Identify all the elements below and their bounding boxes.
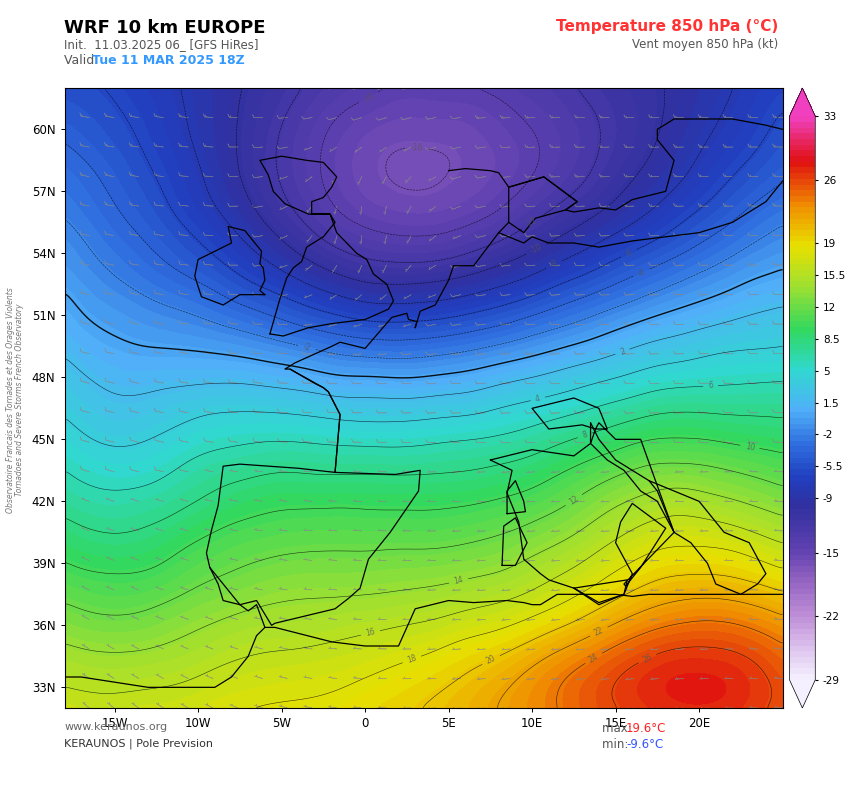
- Text: 20: 20: [485, 654, 497, 666]
- Text: 24: 24: [587, 652, 600, 665]
- Text: 26: 26: [641, 652, 654, 664]
- Text: Temperature 850 hPa (°C): Temperature 850 hPa (°C): [556, 19, 778, 34]
- Text: max:: max:: [602, 722, 636, 735]
- Text: 18: 18: [406, 654, 418, 666]
- Text: -8: -8: [549, 259, 559, 270]
- Text: 19.6°C: 19.6°C: [626, 722, 666, 735]
- Text: Vent moyen 850 hPa (kt): Vent moyen 850 hPa (kt): [632, 38, 778, 50]
- Text: Tornadoes and Severe Storms French Observatory: Tornadoes and Severe Storms French Obser…: [15, 304, 24, 496]
- Text: -10: -10: [529, 242, 544, 256]
- Text: 8: 8: [581, 430, 588, 440]
- Text: Observatoire Francais des Tornades et des Orages Violents: Observatoire Francais des Tornades et de…: [6, 287, 15, 513]
- Text: -2: -2: [302, 342, 311, 353]
- Text: -14: -14: [361, 90, 376, 104]
- Text: WRF 10 km EUROPE: WRF 10 km EUROPE: [64, 19, 266, 37]
- Text: -4: -4: [636, 267, 647, 278]
- PathPatch shape: [789, 680, 815, 708]
- Text: 22: 22: [593, 626, 605, 638]
- Text: -6: -6: [624, 247, 634, 259]
- Text: 14: 14: [453, 575, 464, 586]
- Text: 16: 16: [365, 627, 376, 638]
- PathPatch shape: [789, 88, 815, 116]
- Text: Valid.: Valid.: [64, 54, 102, 67]
- Text: 12: 12: [568, 494, 580, 506]
- Text: 2: 2: [618, 346, 626, 357]
- Text: -16: -16: [411, 143, 424, 153]
- Text: -12: -12: [524, 216, 539, 230]
- Text: -9.6°C: -9.6°C: [626, 738, 663, 751]
- Text: www.keraunos.org: www.keraunos.org: [64, 722, 168, 733]
- Text: min:: min:: [602, 738, 632, 751]
- Text: KERAUNOS | Pole Prevision: KERAUNOS | Pole Prevision: [64, 738, 213, 749]
- Text: Tue 11 MAR 2025 18Z: Tue 11 MAR 2025 18Z: [92, 54, 245, 67]
- Text: Init.  11.03.2025 06_ [GFS HiRes]: Init. 11.03.2025 06_ [GFS HiRes]: [64, 38, 259, 50]
- Text: 4: 4: [534, 394, 541, 404]
- Text: 6: 6: [708, 382, 713, 390]
- Text: 10: 10: [745, 442, 755, 452]
